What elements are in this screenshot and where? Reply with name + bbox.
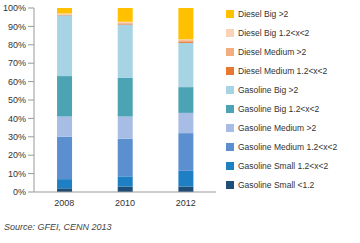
svg-text:2012: 2012 [176, 198, 196, 208]
html-text:Diesel Medium 1.2<x<2: Diesel Medium 1.2<x<2 [238, 65, 328, 76]
html-text:Source: GFEI, CENN 2013: Source: GFEI, CENN 2013 [4, 222, 112, 232]
svg-text:100%: 100% [8, 3, 26, 13]
svg-text:2008: 2008 [54, 198, 74, 208]
svg-text:90%: 90% [8, 22, 26, 32]
html-text:Gasoline Medium 1.2<x<2: Gasoline Medium 1.2<x<2 [238, 141, 338, 152]
svg-text:80%: 80% [8, 40, 26, 50]
html-text:Diesel Big >2: Diesel Big >2 [238, 8, 289, 19]
svg-text:70%: 70% [8, 58, 26, 68]
html-text:Diesel Big 1.2<x<2: Diesel Big 1.2<x<2 [238, 27, 310, 38]
svg-text:10%: 10% [8, 169, 26, 179]
html-text:Gasoline Small 1.2<x<2: Gasoline Small 1.2<x<2 [238, 160, 329, 171]
svg-text:0%: 0% [13, 187, 26, 197]
svg-text:20%: 20% [8, 150, 26, 160]
html-text:Gasoline Big 1.2<x<2: Gasoline Big 1.2<x<2 [238, 103, 320, 114]
html-text:Gasoline Medium >2: Gasoline Medium >2 [238, 122, 317, 133]
html-text:Gasoline Big >2: Gasoline Big >2 [238, 84, 299, 95]
svg-text:60%: 60% [8, 77, 26, 87]
svg-text:30%: 30% [8, 132, 26, 142]
html-text:Diesel Medium >2: Diesel Medium >2 [238, 46, 307, 57]
svg-text:2010: 2010 [115, 198, 135, 208]
svg-text:50%: 50% [8, 95, 26, 105]
svg-text:40%: 40% [8, 114, 26, 124]
html-text:Gasoline Small <1.2: Gasoline Small <1.2 [238, 179, 315, 190]
